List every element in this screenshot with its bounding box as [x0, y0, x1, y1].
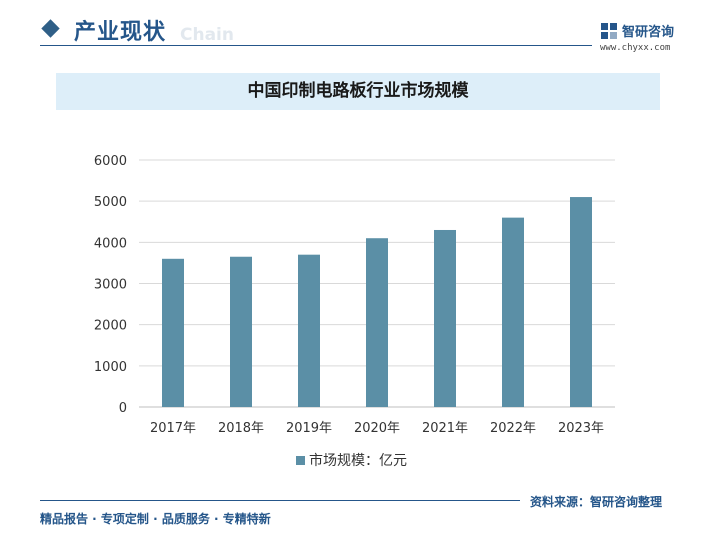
x-tick-label: 2017年 — [150, 421, 196, 436]
x-tick-label: 2018年 — [218, 421, 264, 436]
y-tick-label: 0 — [119, 401, 127, 416]
section-diamond-icon — [41, 19, 60, 38]
page-header: 产业现状 Chain 智研咨询 www.chyxx.com — [0, 0, 712, 60]
x-axis-ticks: 2017年 2018年 2019年 2020年 2021年 2022年 2023年 — [150, 421, 604, 436]
legend-swatch — [296, 455, 305, 465]
y-tick-label: 6000 — [94, 154, 127, 169]
y-axis-ticks: 0 1000 2000 3000 4000 5000 6000 — [94, 154, 127, 416]
bar-2017年 — [162, 258, 184, 407]
bar-2019年 — [298, 254, 320, 407]
y-tick-label: 2000 — [94, 319, 127, 334]
x-tick-label: 2023年 — [558, 421, 604, 436]
footer-services: 精品报告 · 专项定制 · 品质服务 · 专精特新 — [40, 512, 271, 526]
x-tick-label: 2021年 — [422, 421, 468, 436]
footer-divider — [40, 500, 520, 501]
bar-2022年 — [502, 217, 524, 407]
bar-chart: 0 1000 2000 3000 4000 5000 6000 2017年 2018年 2019… — [94, 154, 615, 436]
x-tick-label: 2019年 — [286, 421, 332, 436]
x-tick-label: 2020年 — [354, 421, 400, 436]
bar-2023年 — [570, 197, 592, 407]
bar-2018年 — [230, 256, 252, 407]
x-tick-label: 2022年 — [490, 421, 536, 436]
y-tick-label: 1000 — [94, 360, 127, 375]
y-tick-label: 3000 — [94, 278, 127, 293]
bars — [162, 197, 592, 407]
chart-title-bar: 中国印制电路板行业市场规模 — [56, 73, 660, 110]
bar-2020年 — [366, 238, 388, 407]
bar-2021年 — [434, 229, 456, 407]
chart-legend: 市场规模：亿元 — [296, 450, 407, 470]
y-tick-label: 4000 — [94, 236, 127, 251]
footer-source: 资料来源：智研咨询整理 — [530, 495, 663, 509]
section-subtitle: Chain — [180, 25, 234, 45]
header-divider — [40, 45, 592, 46]
brand-logo-icon — [601, 23, 617, 39]
brand-name: 智研咨询 — [622, 25, 675, 40]
brand-url: www.chyxx.com — [600, 43, 671, 53]
y-tick-label: 5000 — [94, 195, 127, 210]
section-title: 产业现状 — [74, 20, 167, 45]
legend-label: 市场规模：亿元 — [309, 453, 407, 469]
chart-title: 中国印制电路板行业市场规模 — [247, 81, 469, 101]
